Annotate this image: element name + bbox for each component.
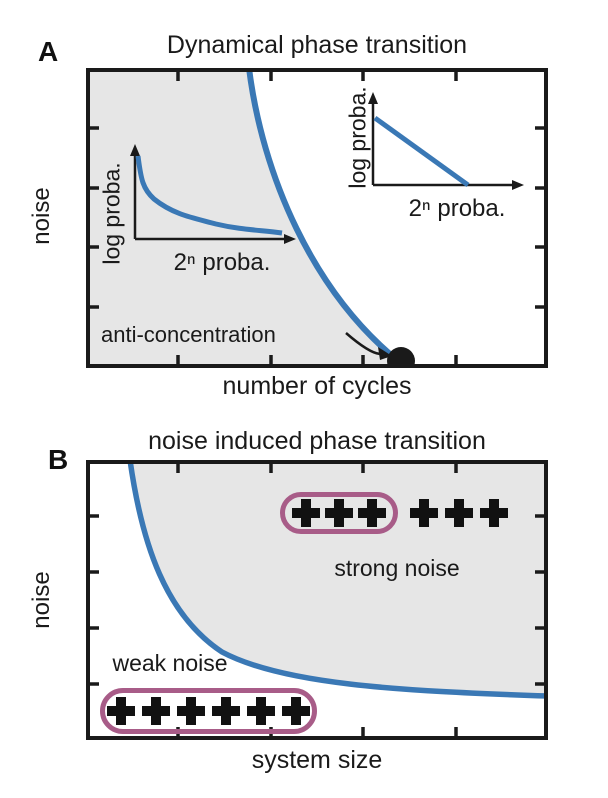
plus-icon — [282, 697, 310, 725]
inset-gray-x-label: 2ⁿ proba. — [173, 249, 271, 276]
inset-y-arrow-icon — [130, 144, 140, 156]
inset-axes-gray — [130, 144, 296, 244]
concentrated-distribution-curve — [135, 155, 283, 236]
inset-x-arrow-icon — [284, 234, 296, 244]
panel-a-x-axis-label: number of cycles — [222, 372, 412, 400]
panel-b-plot — [86, 460, 548, 740]
weak-noise-circled-group — [100, 688, 317, 734]
tick-marks-a — [89, 71, 545, 365]
panel-b-x-axis-label: system size — [251, 746, 383, 774]
tick-marks-b — [89, 463, 545, 737]
inset-x-arrow-icon — [512, 180, 524, 190]
panel-b-title: noise induced phase transition — [148, 427, 486, 455]
panel-a-y-axis-label: noise — [28, 187, 55, 245]
panel-a-label: A — [38, 36, 59, 67]
inset-y-arrow-icon — [368, 92, 378, 104]
inset-white-x-label: 2ⁿ proba. — [408, 195, 506, 222]
plus-icon — [247, 697, 275, 725]
plus-icon — [107, 697, 135, 725]
gray-region-b — [130, 462, 546, 695]
inset-axes-white — [368, 92, 524, 190]
gray-region-a — [90, 70, 402, 364]
plot-frame-a — [86, 68, 548, 368]
plus-icon — [325, 499, 353, 527]
plot-frame-b — [86, 460, 548, 740]
plus-icon — [142, 697, 170, 725]
strong-noise-free-group — [409, 499, 509, 527]
panel-a-plot — [86, 68, 548, 368]
panel-b-y-axis-label: noise — [28, 571, 55, 629]
plus-icon — [480, 499, 508, 527]
annotation-arrow — [345, 332, 381, 356]
anti-concentration-annotation: anti-concentration — [101, 322, 276, 347]
strong-noise-label: strong noise — [334, 555, 460, 581]
plus-icon — [358, 499, 386, 527]
strong-noise-circled-group — [280, 492, 398, 534]
anti-concentration-dot — [387, 347, 415, 368]
weak-noise-label: weak noise — [112, 650, 228, 676]
inset-gray-y-label: log proba. — [98, 162, 125, 265]
phase-boundary-curve-b — [127, 460, 548, 699]
plus-icon — [212, 697, 240, 725]
panel-a-title: Dynamical phase transition — [166, 31, 468, 59]
plus-icon — [410, 499, 438, 527]
plus-icon — [292, 499, 320, 527]
plus-icon — [445, 499, 473, 527]
exponential-distribution-line — [373, 115, 470, 188]
phase-boundary-curve-a — [246, 68, 404, 367]
plus-icon — [177, 697, 205, 725]
panel-b-label: B — [48, 444, 69, 475]
inset-white-y-label: log proba. — [344, 86, 371, 189]
